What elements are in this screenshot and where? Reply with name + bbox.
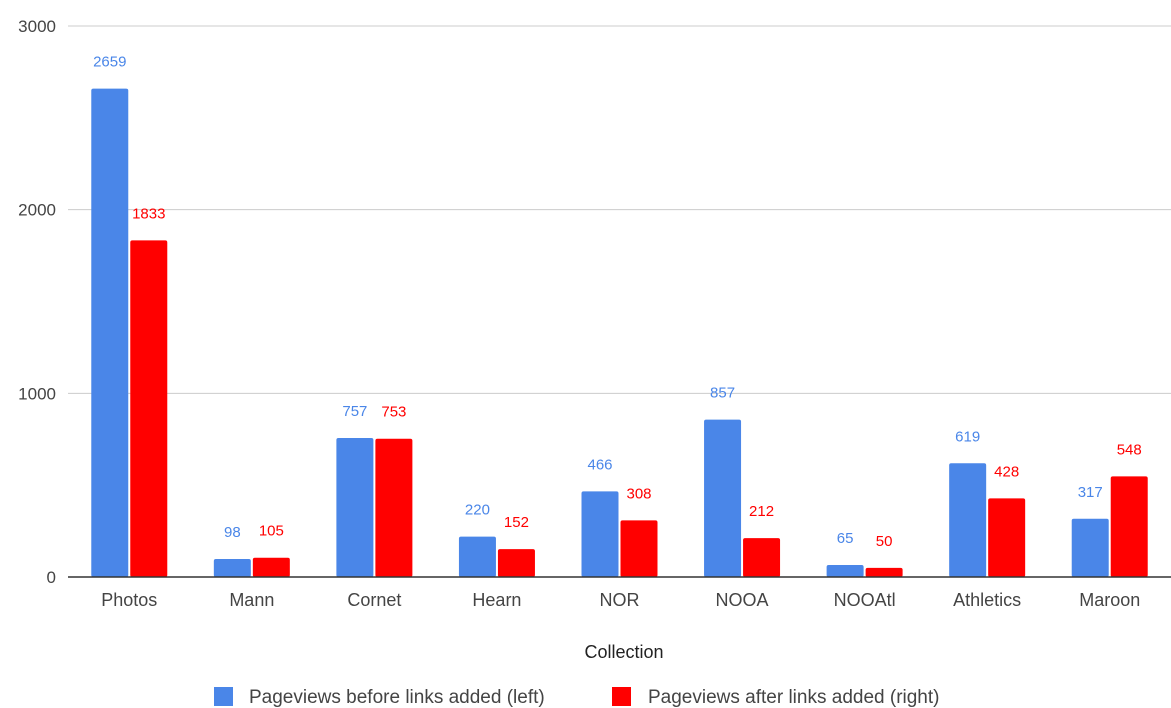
data-label: 50 — [876, 533, 893, 550]
legend-swatch-before — [214, 687, 233, 706]
gridlines — [68, 25, 1171, 394]
x-tick-label: Mann — [229, 590, 274, 610]
bar-before-maroon — [1071, 518, 1109, 577]
data-label: 152 — [504, 514, 529, 531]
data-label: 466 — [587, 456, 612, 473]
legend: Pageviews before links added (left) Page… — [214, 687, 939, 708]
bar-before-nooa — [704, 419, 742, 577]
bar-after-nooa — [743, 538, 781, 577]
data-label: 220 — [465, 502, 490, 519]
data-label: 1833 — [132, 205, 165, 222]
x-tick-label: Maroon — [1079, 590, 1140, 610]
bar-after-athletics — [988, 498, 1026, 577]
x-tick-label: Cornet — [347, 590, 401, 610]
legend-swatch-after — [612, 687, 631, 706]
data-label: 757 — [342, 403, 367, 420]
data-label: 753 — [381, 404, 406, 421]
bar-after-cornet — [375, 438, 413, 577]
y-tick-label: 0 — [47, 568, 56, 587]
x-tick-label: Hearn — [472, 590, 521, 610]
data-label: 857 — [710, 385, 735, 402]
y-tick-label: 3000 — [18, 17, 56, 36]
data-label: 619 — [955, 428, 980, 445]
bar-after-maroon — [1110, 476, 1148, 577]
bar-after-nor — [620, 520, 658, 577]
bar-before-mann — [213, 559, 251, 577]
bar-after-photos — [130, 240, 168, 578]
data-label: 212 — [749, 503, 774, 520]
bar-after-mann — [252, 557, 290, 577]
x-tick-label: Athletics — [953, 590, 1021, 610]
bars — [91, 88, 1148, 578]
x-axis-title: Collection — [584, 642, 663, 662]
bar-before-nor — [581, 491, 619, 577]
data-label: 65 — [837, 530, 854, 547]
data-label: 548 — [1117, 441, 1142, 458]
x-tick-label: NOR — [600, 590, 640, 610]
bar-after-hearn — [497, 549, 535, 577]
x-tick-label: NOOA — [716, 590, 769, 610]
bar-before-nooatl — [826, 565, 864, 577]
bar-after-nooatl — [865, 567, 903, 577]
data-label: 2659 — [93, 54, 126, 71]
x-tick-label: NOOAtl — [834, 590, 896, 610]
data-label: 317 — [1078, 484, 1103, 501]
data-label: 105 — [259, 523, 284, 540]
legend-label-before: Pageviews before links added (left) — [249, 687, 545, 708]
y-tick-label: 1000 — [18, 384, 56, 403]
y-tick-label: 2000 — [18, 201, 56, 220]
legend-label-after: Pageviews after links added (right) — [648, 687, 939, 708]
bar-before-photos — [91, 88, 129, 577]
axes: 0 1000 2000 3000 Photos Mann Cornet Hearn NOR NOO… — [18, 17, 1171, 610]
bar-before-hearn — [458, 536, 496, 577]
data-label: 98 — [224, 524, 241, 541]
data-label: 308 — [626, 485, 651, 502]
x-tick-label: Photos — [101, 590, 157, 610]
data-labels: 2659 1833 98 105 757 753 220 152 466 308 857 212 65 5… — [93, 54, 1142, 550]
bar-before-cornet — [336, 437, 374, 577]
data-label: 428 — [994, 463, 1019, 480]
bar-before-athletics — [949, 463, 987, 577]
